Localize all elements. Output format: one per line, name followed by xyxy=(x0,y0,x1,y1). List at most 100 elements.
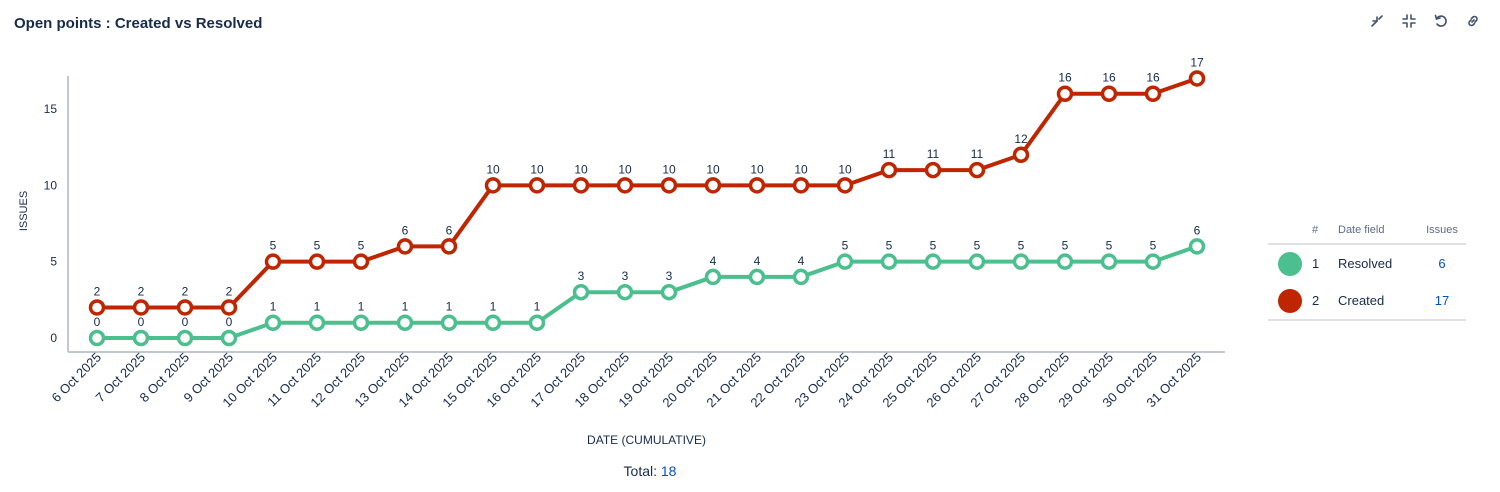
data-label-created: 5 xyxy=(314,239,321,253)
data-point-created xyxy=(88,299,106,316)
data-label-created: 11 xyxy=(927,147,940,161)
data-label-created: 17 xyxy=(1190,55,1204,69)
data-point-resolved xyxy=(660,283,678,301)
data-label-created: 10 xyxy=(750,162,764,176)
data-point-resolved xyxy=(220,329,238,347)
data-point-created xyxy=(704,177,722,194)
link-icon xyxy=(1465,13,1481,34)
refresh-button[interactable] xyxy=(1432,14,1450,32)
collapse-icon xyxy=(1401,13,1417,34)
data-point-created xyxy=(352,253,370,270)
legend-header-num: # xyxy=(1312,216,1338,245)
data-point-resolved xyxy=(176,329,194,347)
data-point-resolved xyxy=(792,268,810,286)
data-label-resolved: 5 xyxy=(1062,239,1069,253)
data-point-resolved xyxy=(484,314,502,331)
data-point-created xyxy=(396,238,414,255)
data-label-resolved: 5 xyxy=(886,239,893,253)
data-label-created: 10 xyxy=(486,162,500,176)
legend-header-field: Date field xyxy=(1338,216,1418,245)
data-point-created xyxy=(924,161,942,179)
data-label-resolved: 6 xyxy=(1194,223,1201,237)
data-point-resolved xyxy=(396,314,414,331)
legend-swatch-created xyxy=(1278,288,1302,313)
data-label-created: 10 xyxy=(530,162,544,176)
data-label-created: 12 xyxy=(1014,132,1028,146)
data-label-created: 6 xyxy=(402,223,409,237)
data-point-resolved xyxy=(308,314,326,331)
data-label-resolved: 1 xyxy=(270,300,277,314)
data-point-created xyxy=(792,177,810,194)
y-tick-label: 0 xyxy=(50,331,57,345)
data-point-created xyxy=(748,177,766,194)
data-point-created xyxy=(528,177,546,194)
legend-num: 1 xyxy=(1312,256,1320,271)
data-label-resolved: 5 xyxy=(930,239,937,253)
y-tick-label: 15 xyxy=(44,102,58,116)
data-point-created xyxy=(264,253,282,270)
data-point-created xyxy=(836,177,854,194)
x-axis-title: DATE (CUMULATIVE) xyxy=(587,433,706,447)
data-label-created: 10 xyxy=(794,162,808,176)
data-label-created: 2 xyxy=(138,284,145,298)
data-point-created xyxy=(616,177,634,194)
data-label-resolved: 1 xyxy=(534,300,541,314)
data-label-created: 5 xyxy=(358,239,365,253)
data-label-resolved: 5 xyxy=(842,239,849,253)
data-point-created xyxy=(572,177,590,194)
data-point-resolved xyxy=(880,253,898,270)
data-point-created xyxy=(1144,85,1162,102)
data-point-resolved xyxy=(704,268,722,286)
total-summary: Total: 18 xyxy=(0,463,1300,479)
legend-issues-link[interactable]: 17 xyxy=(1434,293,1450,308)
data-label-resolved: 5 xyxy=(1150,239,1157,253)
data-label-resolved: 1 xyxy=(358,300,365,314)
data-label-resolved: 5 xyxy=(974,239,981,253)
total-value[interactable]: 18 xyxy=(660,463,677,479)
legend-issues-link[interactable]: 6 xyxy=(1438,256,1446,271)
data-label-resolved: 4 xyxy=(710,254,717,268)
legend-header-blank xyxy=(1268,216,1312,245)
data-point-resolved xyxy=(132,329,150,347)
total-label: Total: xyxy=(623,463,657,479)
series-line-created xyxy=(95,76,1199,310)
data-label-created: 10 xyxy=(574,162,588,176)
data-label-created: 10 xyxy=(618,162,632,176)
data-label-resolved: 0 xyxy=(138,315,145,329)
data-point-resolved xyxy=(1188,238,1206,255)
data-point-created xyxy=(132,299,150,316)
data-point-created xyxy=(1012,146,1030,164)
y-tick-label: 5 xyxy=(50,255,57,269)
legend-swatch-resolved xyxy=(1278,251,1302,276)
data-label-created: 11 xyxy=(883,147,896,161)
data-label-created: 11 xyxy=(971,147,984,161)
legend-row-resolved: 1 Resolved 6 xyxy=(1268,244,1466,282)
gadget-toolbar xyxy=(1368,13,1482,34)
collapse-button[interactable] xyxy=(1400,13,1418,34)
data-label-resolved: 1 xyxy=(314,300,321,314)
data-label-created: 10 xyxy=(706,162,720,176)
data-label-created: 2 xyxy=(94,284,101,298)
data-label-resolved: 3 xyxy=(622,269,629,283)
data-label-resolved: 4 xyxy=(798,254,805,268)
data-label-created: 16 xyxy=(1146,71,1160,85)
data-label-created: 16 xyxy=(1058,71,1072,85)
data-point-resolved xyxy=(264,314,282,331)
data-point-created xyxy=(660,177,678,194)
data-point-resolved xyxy=(1144,253,1162,270)
data-label-resolved: 4 xyxy=(754,254,761,268)
data-label-created: 6 xyxy=(446,223,453,237)
link-button[interactable] xyxy=(1464,14,1482,32)
data-label-resolved: 0 xyxy=(94,315,101,329)
data-label-created: 16 xyxy=(1102,71,1116,85)
data-label-resolved: 0 xyxy=(226,315,233,329)
minimize-icon xyxy=(1369,13,1385,34)
data-label-created: 10 xyxy=(662,162,676,176)
legend-num: 2 xyxy=(1312,282,1338,321)
data-point-resolved xyxy=(924,253,942,270)
data-label-resolved: 3 xyxy=(666,269,673,283)
gadget-title: Open points : Created vs Resolved xyxy=(14,15,263,32)
minimize-button[interactable] xyxy=(1368,14,1386,32)
data-label-resolved: 0 xyxy=(182,315,189,329)
